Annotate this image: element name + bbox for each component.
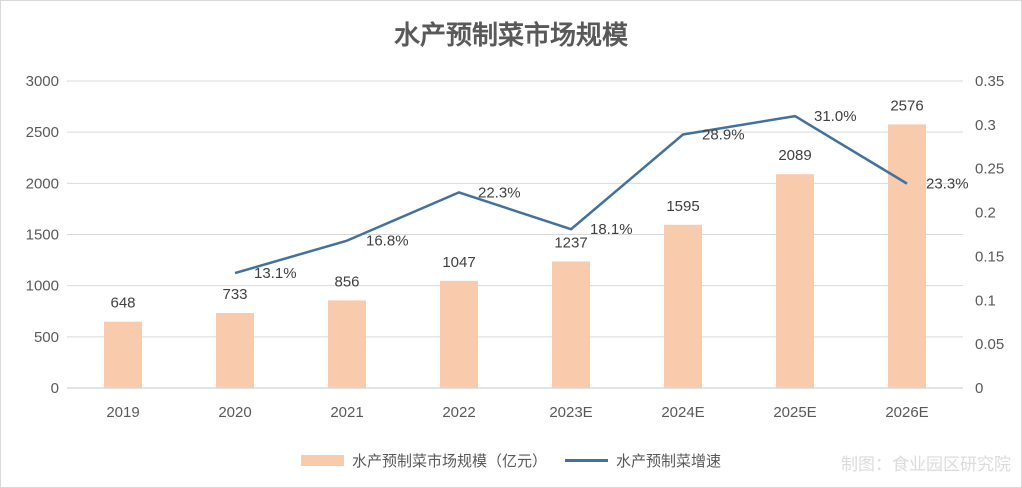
bar-2022 (440, 280, 478, 388)
line-value-label: 22.3% (478, 184, 521, 201)
bar-2021 (328, 300, 366, 388)
right-axis-tick: 0.05 (975, 336, 1004, 353)
left-axis-tick: 1000 (26, 278, 59, 295)
legend-label-market-size: 水产预制菜市场规模（亿元） (351, 454, 547, 470)
chart-title: 水产预制菜市场规模 (393, 21, 628, 50)
left-axis-tick: 3000 (26, 73, 59, 90)
line-series-swatch (565, 459, 608, 462)
x-axis-label: 2020 (218, 404, 251, 421)
bar-value-label: 1047 (442, 254, 475, 271)
bar-2024E (664, 224, 702, 388)
bar-value-label: 733 (222, 286, 247, 303)
left-axis-tick: 1500 (26, 227, 59, 244)
bar-value-label: 1237 (554, 234, 587, 251)
legend-item-growth: 水产预制菜增速 (565, 450, 721, 471)
x-axis-label: 2026E (885, 404, 928, 421)
growth-line (234, 114, 908, 275)
bar-2026E (888, 124, 926, 388)
left-axis-tick: 0 (51, 380, 59, 397)
bar-value-label: 2576 (890, 97, 923, 114)
right-axis-tick: 0.25 (975, 161, 1004, 178)
x-axis-label: 2025E (773, 404, 816, 421)
left-axis-tick: 2500 (26, 124, 59, 141)
left-axis-tick: 500 (34, 329, 59, 346)
x-axis-label: 2022 (442, 404, 475, 421)
line-value-label: 31.0% (814, 108, 857, 125)
x-axis-label: 2021 (330, 404, 363, 421)
left-axis-tick: 2000 (26, 175, 59, 192)
legend-label-growth: 水产预制菜增速 (616, 454, 722, 470)
bar-value-label: 648 (110, 295, 135, 312)
right-axis-tick: 0.3 (975, 117, 996, 134)
watermark-credit: 制图：食业园区研究院 (841, 455, 1011, 474)
bar-2019 (104, 321, 142, 388)
x-axis-label: 2023E (549, 404, 592, 421)
bar-value-label: 856 (334, 273, 359, 290)
x-axis-label: 2024E (661, 404, 704, 421)
bar-2025E (776, 174, 814, 388)
line-value-label: 18.1% (590, 221, 633, 238)
right-axis-tick: 0 (975, 380, 983, 397)
bar-2020 (216, 312, 254, 388)
right-axis-tick: 0.15 (975, 248, 1004, 265)
legend-item-market-size: 水产预制菜市场规模（亿元） (300, 450, 547, 471)
right-axis-tick: 0.1 (975, 292, 996, 309)
bar-series-swatch (300, 455, 344, 466)
right-axis-tick: 0.2 (975, 205, 996, 222)
legend: 水产预制菜市场规模（亿元） 水产预制菜增速 (1, 450, 1021, 471)
line-value-label: 23.3% (926, 176, 969, 193)
bar-2023E (552, 261, 590, 388)
x-axis-label: 2019 (106, 404, 139, 421)
line-value-label: 28.9% (702, 127, 745, 144)
line-value-label: 13.1% (254, 265, 297, 282)
line-value-label: 16.8% (366, 233, 409, 250)
bar-value-label: 1595 (666, 198, 699, 215)
right-axis-tick: 0.35 (975, 73, 1004, 90)
bar-value-label: 2089 (778, 147, 811, 164)
